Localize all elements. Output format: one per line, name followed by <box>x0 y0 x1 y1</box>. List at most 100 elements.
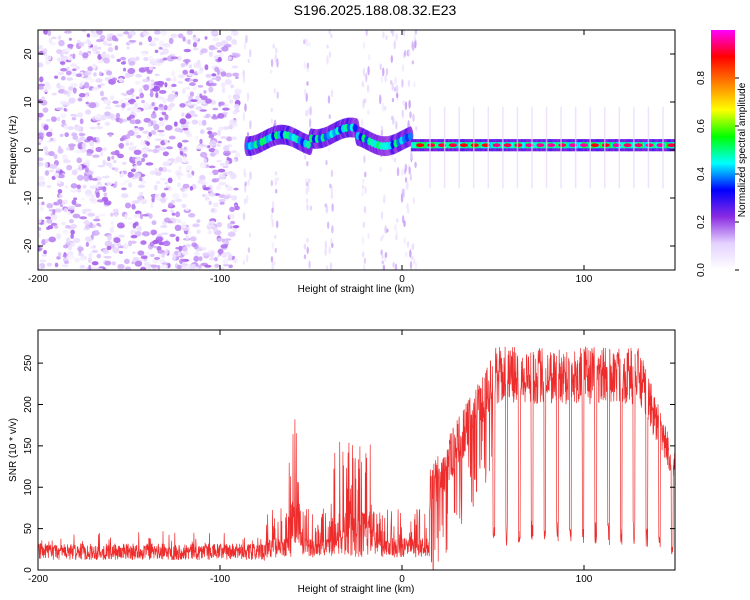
spectrogram-streak-cell <box>410 255 414 260</box>
spectrogram-noise-cell <box>231 195 238 201</box>
spectrogram-noise-cell <box>199 129 205 135</box>
spectrogram-noise-cell <box>195 145 203 150</box>
spectrogram-noise-cell <box>49 137 54 142</box>
spectrogram-noise-cell <box>68 225 76 230</box>
spectrogram-noise-cell <box>171 212 176 216</box>
spectrogram-noise-cell <box>142 153 148 158</box>
spectrogram-noise-cell <box>83 208 92 212</box>
spectrogram-noise-cell <box>162 57 168 61</box>
spectrogram-noise-cell <box>55 167 61 171</box>
spectrogram-noise-cell <box>74 65 81 70</box>
spectrogram-ridge <box>662 106 664 189</box>
spectrogram-noise-cell <box>106 42 113 47</box>
spectrogram-band-mid <box>586 142 590 149</box>
snr-frame <box>37 329 676 571</box>
spectrogram-band-peak <box>623 143 632 147</box>
spectrogram-noise-cell <box>55 107 63 111</box>
spectrogram-noise-cell <box>216 50 222 53</box>
spectrogram-streak-cell <box>271 200 275 210</box>
spectrogram-noise-cell <box>144 107 149 111</box>
spectrogram-noise-cell <box>140 198 147 205</box>
spectrogram-noise-cell <box>45 60 51 65</box>
spectrogram-noise-cell <box>100 114 107 121</box>
spectrogram-band-mid <box>414 142 418 149</box>
spectrogram-noise-cell <box>75 138 82 143</box>
spectrogram-noise-cell <box>224 238 232 241</box>
spectrogram-noise-cell <box>70 229 75 235</box>
spectrogram-noise-cell <box>168 37 174 45</box>
spectrogram-streak-cell <box>414 126 418 131</box>
spectrogram-band-mid <box>556 142 559 149</box>
spectrogram-band-mid <box>436 142 439 149</box>
spectrogram-noise-cell <box>58 39 65 47</box>
spectrogram-noise-cell <box>63 207 68 213</box>
spectrogram-noise-cell <box>38 138 43 143</box>
spectrogram-noise-cell <box>47 30 52 36</box>
spectrogram-noise-cell <box>67 56 73 61</box>
spectrogram-streak-cell <box>402 100 405 106</box>
spectrogram-streak-cell <box>307 184 310 193</box>
x-tick-label: -200 <box>28 274 48 285</box>
spectrogram-noise-cell <box>74 203 82 208</box>
spectrogram-band-mid <box>510 142 513 149</box>
spectrogram-streak-cell <box>391 82 394 91</box>
spectrogram-noise-cell <box>54 262 59 268</box>
spectrogram-noise-cell <box>110 212 114 217</box>
spectrogram-noise-cell <box>156 246 162 251</box>
x-tick-label: 100 <box>576 274 593 285</box>
spectrogram-noise-cell <box>204 194 210 197</box>
spectrogram-noise-cell <box>106 34 110 39</box>
spectrogram-noise-cell <box>114 104 122 108</box>
spectrogram-noise-cell <box>120 56 127 61</box>
spectrogram-noise-cell <box>96 122 101 126</box>
spectrogram-noise-cell <box>72 87 77 94</box>
spectrogram-noise-cell <box>95 267 104 270</box>
spectrogram-noise-cell <box>85 193 91 198</box>
spectrogram-streak-cell <box>309 105 312 116</box>
spectrogram-noise-cell <box>91 261 99 266</box>
spectrogram-noise-cell <box>148 213 153 219</box>
spectrogram-noise-cell <box>83 161 91 166</box>
spectrogram-noise-cell <box>87 257 93 264</box>
spectrogram-noise-cell <box>167 220 173 224</box>
spectrogram-streak-cell <box>269 69 273 74</box>
spectrogram-noise-cell <box>134 158 138 162</box>
spectrogram-noise-cell <box>95 50 100 55</box>
spectrogram-noise-cell <box>111 77 117 82</box>
spectrogram-noise-cell <box>170 210 175 213</box>
spectrogram-noise-cell <box>150 129 157 135</box>
spectrogram-streak-cell <box>249 120 252 130</box>
spectrogram-streak-cell <box>367 65 370 76</box>
spectrogram-noise-cell <box>180 221 187 228</box>
spectrogram-streak-cell <box>384 225 387 234</box>
spectrogram-noise-cell <box>185 113 192 119</box>
y-tick-label: -20 <box>23 238 34 253</box>
spectrogram-streak-cell <box>303 243 307 250</box>
spectrogram-noise-cell <box>46 185 52 188</box>
spectrogram-streak-cell <box>326 221 330 230</box>
spectrogram-noise-cell <box>147 149 153 152</box>
spectrogram-noise-cell <box>203 90 207 94</box>
spectrogram-noise-cell <box>131 261 135 265</box>
spectrogram-noise-cell <box>192 42 198 48</box>
spectrogram-streak-cell <box>362 263 366 270</box>
spectrogram-streak-cell <box>306 237 309 243</box>
spectrogram-noise-cell <box>199 151 208 158</box>
spectrogram-noise-cell <box>44 216 52 220</box>
spectrogram-noise-cell <box>123 179 131 183</box>
spectrogram-noise-cell <box>77 112 83 118</box>
spectrogram-streak-cell <box>274 177 277 187</box>
spectrogram-noise-cell <box>212 202 219 208</box>
spectrogram-noise-cell <box>223 145 230 152</box>
spectrogram-noise-cell <box>77 253 84 257</box>
spectrogram-noise-cell <box>228 124 234 130</box>
spectrogram-noise-cell <box>72 213 81 219</box>
spectrogram-noise-cell <box>103 57 110 64</box>
spectrogram-noise-cell <box>225 72 233 78</box>
spectrogram-noise-cell <box>38 231 41 239</box>
spectrogram-noise-cell <box>45 118 51 122</box>
spectrogram-noise-cell <box>94 114 102 121</box>
spectrogram-streak-cell <box>325 205 328 214</box>
spectrogram-noise-cell <box>77 97 83 102</box>
spectrogram-noise-cell <box>151 40 156 46</box>
